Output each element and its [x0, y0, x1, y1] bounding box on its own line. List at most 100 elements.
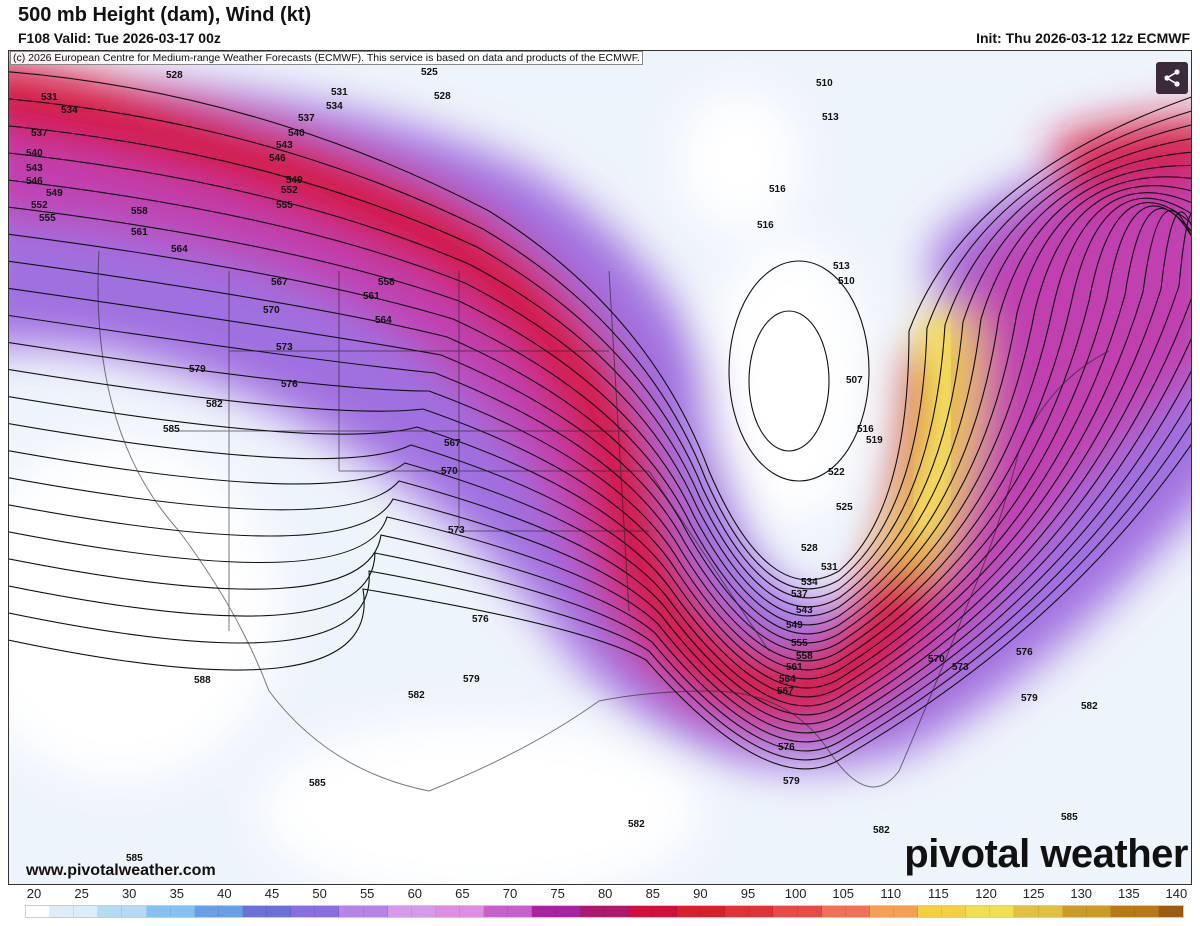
colorbar-swatch — [676, 906, 702, 917]
colorbar-swatch — [1086, 906, 1111, 917]
colorbar-tick-label: 80 — [597, 886, 613, 901]
contour-label: 522 — [828, 467, 845, 478]
colorbar-swatch — [267, 906, 292, 917]
colorbar-swatch — [459, 906, 485, 917]
height-contour — [9, 71, 1191, 581]
colorbar-swatch — [1038, 906, 1063, 917]
height-contour — [9, 213, 1191, 716]
contour-label: 585 — [1061, 812, 1078, 823]
colorbar-tick-label: 90 — [693, 886, 708, 901]
contour-label: 570 — [441, 466, 458, 477]
colorbar-swatch — [339, 906, 364, 917]
map-title: 500 mb Height (dam), Wind (kt) — [18, 4, 312, 26]
colorbar-swatch — [580, 906, 605, 917]
borders — [97, 250, 1110, 792]
colorbar-tick-label: 25 — [74, 886, 89, 901]
site-watermark: www.pivotalweather.com — [26, 862, 216, 879]
wind-speed-colorbar — [25, 905, 1184, 918]
contour-label: 555 — [791, 638, 808, 649]
weather-map[interactable]: 528 531 534 537 540 543 546 549 552 555 558 561 564 5… — [8, 50, 1192, 885]
contour-label: 531 — [821, 562, 838, 573]
wind-speed-shading — [9, 61, 1191, 884]
colorbar-swatch — [628, 906, 653, 917]
contour-label: 564 — [171, 244, 188, 255]
contour-label: 543 — [276, 140, 293, 151]
colorbar-tick-label: 140 — [1165, 886, 1188, 901]
contour-label: 585 — [163, 424, 180, 435]
contour-label: 537 — [298, 113, 315, 124]
contour-label: 588 — [194, 675, 211, 686]
contour-label: 573 — [448, 525, 465, 536]
contour-label: 564 — [375, 315, 392, 326]
colorbar-swatch — [797, 906, 822, 917]
contour-label: 582 — [1081, 701, 1098, 712]
contour-label: 543 — [26, 163, 43, 174]
contour-label: 579 — [189, 364, 206, 375]
height-contour — [9, 205, 1191, 680]
contour-label: 510 — [816, 78, 833, 89]
colorbar-swatch — [484, 906, 509, 917]
colorbar-tick-label: 35 — [169, 886, 185, 901]
colorbar-tick-label: 40 — [217, 886, 232, 901]
height-contour — [9, 138, 1191, 608]
colorbar-tick-label: 115 — [928, 886, 949, 901]
contour-label: 537 — [31, 128, 48, 139]
contour-label: 546 — [26, 176, 43, 187]
colorbar-tick-label: 50 — [312, 886, 327, 901]
contour-label: 516 — [769, 184, 786, 195]
contour-label: 525 — [836, 502, 853, 513]
contour-label: 555 — [276, 200, 293, 211]
colorbar-swatch — [363, 906, 388, 917]
height-contour — [9, 208, 1191, 689]
colorbar-swatch — [146, 906, 171, 917]
colorbar-swatch — [725, 906, 750, 917]
colorbar-swatch — [291, 906, 316, 917]
contour-label: 576 — [472, 614, 489, 625]
contour-label: 555 — [39, 213, 56, 224]
colorbar-tick-label: 100 — [784, 886, 807, 901]
contour-label: 579 — [1021, 693, 1038, 704]
colorbar-tick-label: 75 — [550, 886, 565, 901]
contour-label: 579 — [783, 776, 800, 787]
colorbar-swatch — [604, 906, 629, 917]
valid-time: F108 Valid: Tue 2026-03-17 00z — [18, 30, 221, 46]
contour-label: 567 — [444, 438, 461, 449]
colorbar-swatch — [821, 906, 846, 917]
height-contour — [9, 443, 1191, 770]
copyright-notice: (c) 2026 European Centre for Medium-rang… — [10, 51, 643, 65]
closed-low-contour — [728, 260, 870, 482]
colorbar-swatch — [1062, 906, 1087, 917]
init-time: Init: Thu 2026-03-12 12z ECMWF — [976, 30, 1190, 46]
colorbar-swatch — [773, 906, 798, 917]
colorbar-swatch — [74, 906, 99, 917]
colorbar-swatch — [966, 906, 991, 917]
colorbar-swatch — [1014, 906, 1039, 917]
share-button[interactable] — [1156, 62, 1188, 94]
colorbar-swatch — [942, 906, 967, 917]
colorbar-tick-label: 55 — [359, 886, 375, 901]
colorbar-swatch — [26, 906, 51, 917]
contour-label: 585 — [309, 778, 326, 789]
contour-label: 510 — [838, 276, 855, 287]
colorbar-swatch — [122, 906, 147, 917]
contour-label: 582 — [873, 825, 890, 836]
colorbar-swatch — [749, 906, 774, 917]
contour-label: 549 — [46, 188, 63, 199]
contour-label: 537 — [791, 589, 808, 600]
colorbar-swatch — [170, 906, 195, 917]
colorbar-tick-label: 20 — [26, 886, 42, 901]
height-contour — [9, 197, 1191, 662]
height-contour — [9, 211, 1191, 707]
contour-label: 516 — [857, 424, 874, 435]
contour-label: 573 — [952, 662, 969, 673]
map-canvas: 5285315345375405435465495525555585615645… — [9, 51, 1191, 884]
contour-label: 516 — [757, 220, 774, 231]
colorbar-swatch — [315, 906, 340, 917]
colorbar-swatch — [194, 906, 219, 917]
contour-label: 558 — [796, 651, 813, 662]
colorbar-tick-label: 135 — [1117, 886, 1140, 901]
contour-label: 558 — [131, 206, 148, 217]
contour-label: 582 — [206, 399, 223, 410]
height-contour — [9, 422, 1191, 761]
contour-label: 531 — [41, 92, 58, 103]
